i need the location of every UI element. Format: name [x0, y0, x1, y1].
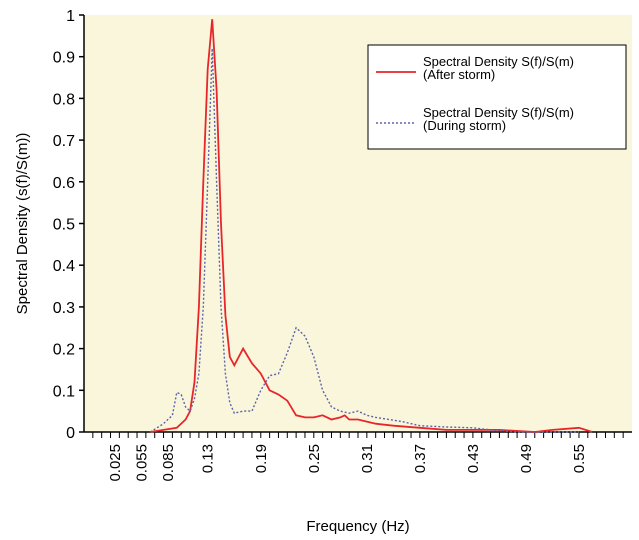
x-tick-label: 0.49	[518, 444, 535, 473]
x-tick-label: 0.025	[107, 444, 124, 482]
y-tick-label: 0.9	[53, 50, 75, 67]
legend: Spectral Density S(f)/S(m)(After storm)S…	[367, 44, 627, 150]
y-tick-label: 0.6	[53, 175, 75, 192]
y-tick-label: 0.8	[53, 91, 75, 108]
x-tick-label: 0.31	[359, 444, 376, 473]
x-axis-label: Frequency (Hz)	[306, 518, 409, 535]
y-tick-label: 1	[66, 8, 75, 25]
y-tick-label: 0.1	[53, 383, 75, 400]
y-tick-label: 0.7	[53, 133, 75, 150]
x-tick-label: 0.37	[412, 444, 429, 473]
x-tick-label: 0.13	[200, 444, 217, 473]
y-tick-label: 0.3	[53, 300, 75, 317]
legend-label: Spectral Density S(f)/S(m)	[423, 105, 574, 120]
legend-label: (After storm)	[423, 67, 495, 82]
x-tick-label: 0.25	[306, 444, 323, 473]
series-after-storm-line	[150, 19, 593, 433]
y-tick-label: 0.2	[53, 342, 75, 359]
legend-box	[367, 44, 627, 150]
legend-label: Spectral Density S(f)/S(m)	[423, 54, 574, 69]
y-tick-label: 0.5	[53, 217, 75, 234]
x-tick-label: 0.085	[160, 444, 177, 482]
x-tick-label: 0.055	[133, 444, 150, 482]
x-tick-label: 0.55	[571, 444, 588, 473]
y-tick-label: 0.4	[53, 258, 75, 275]
y-tick-label: 0	[66, 425, 75, 442]
x-tick-label: 0.43	[465, 444, 482, 473]
x-tick-label: 0.19	[253, 444, 270, 473]
y-axis-label: Spectral Density (s(f)/S(m))	[14, 133, 31, 315]
legend-label: (During storm)	[423, 118, 506, 133]
